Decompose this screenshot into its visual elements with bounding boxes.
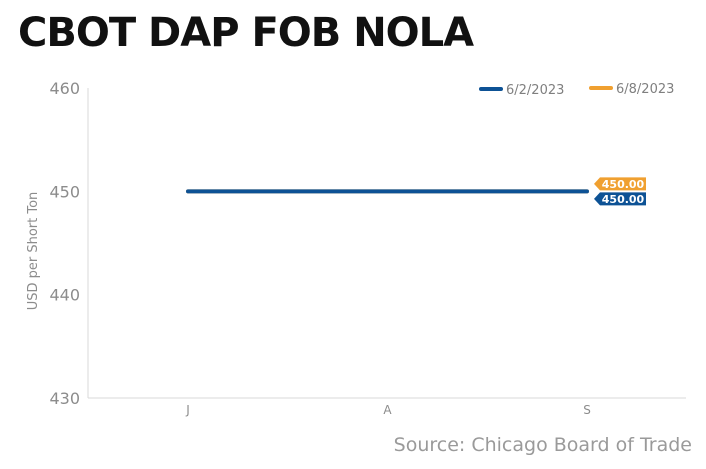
end-label-badge bbox=[594, 177, 646, 191]
x-tick-label: A bbox=[383, 403, 392, 417]
y-tick-label: 440 bbox=[49, 286, 80, 305]
end-label-value: 450.00 bbox=[602, 193, 645, 206]
end-label-badge bbox=[594, 192, 646, 206]
legend-label: 6/8/2023 bbox=[616, 82, 674, 97]
y-axis-label: USD per Short Ton bbox=[26, 192, 41, 311]
end-label-value: 450.00 bbox=[602, 178, 645, 191]
legend-label: 6/2/2023 bbox=[506, 83, 564, 98]
x-tick-label: S bbox=[583, 403, 591, 417]
x-tick-label: J bbox=[185, 403, 190, 417]
chart-title: CBOT DAP FOB NOLA bbox=[18, 10, 474, 56]
axes bbox=[87, 88, 686, 399]
y-tick-label: 460 bbox=[49, 79, 80, 98]
end-labels: 450.00 450.00 bbox=[594, 177, 646, 206]
y-tick-label: 450 bbox=[49, 182, 80, 201]
legend: 6/2/2023 6/8/2023 bbox=[479, 82, 674, 98]
source-note: Source: Chicago Board of Trade bbox=[393, 434, 692, 456]
tick-labels: 430 440 450 460 J A S USD per Short Ton bbox=[26, 79, 591, 417]
y-tick-label: 430 bbox=[49, 389, 80, 408]
